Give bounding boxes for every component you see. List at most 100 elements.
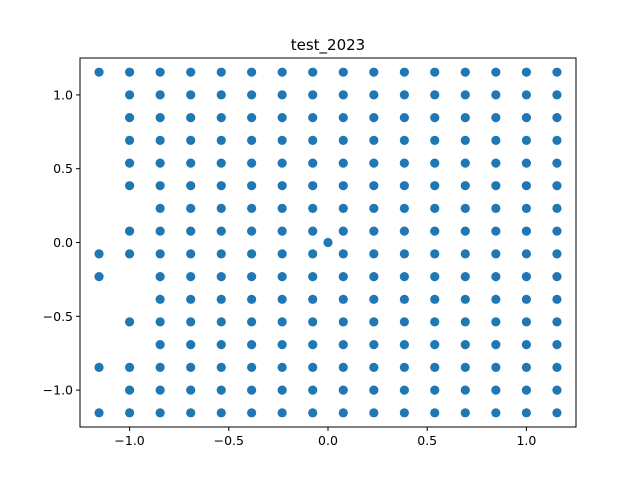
scatter-point (521, 362, 532, 372)
scatter-point (308, 90, 318, 100)
scatter-point (155, 385, 165, 395)
scatter-point (552, 272, 562, 282)
scatter-point (369, 408, 379, 418)
scatter-point (491, 181, 501, 191)
scatter-point (460, 340, 470, 350)
scatter-point (491, 317, 501, 327)
scatter-point (247, 67, 257, 77)
scatter-point (308, 67, 318, 77)
scatter-point (308, 294, 318, 304)
scatter-point (125, 181, 135, 191)
scatter-point (338, 67, 348, 77)
scatter-point (491, 249, 501, 259)
scatter-point (430, 317, 440, 327)
scatter-point (277, 158, 287, 168)
scatter-point (338, 249, 348, 259)
scatter-point (430, 362, 440, 372)
scatter-point (155, 408, 165, 418)
scatter-point (521, 181, 532, 191)
scatter-point (552, 294, 562, 304)
scatter-point (277, 113, 287, 123)
scatter-point (521, 158, 532, 168)
scatter-point (338, 90, 348, 100)
scatter-point (369, 67, 379, 77)
scatter-point (277, 135, 287, 145)
scatter-point (216, 203, 226, 213)
scatter-point (552, 67, 562, 77)
scatter-point (338, 294, 348, 304)
scatter-point (369, 135, 379, 145)
scatter-point (521, 294, 532, 304)
scatter-point (216, 135, 226, 145)
scatter-point (338, 113, 348, 123)
scatter-point (369, 226, 379, 236)
scatter-point (125, 67, 135, 77)
scatter-point (491, 408, 501, 418)
scatter-point (308, 385, 318, 395)
scatter-point (277, 203, 287, 213)
scatter-point (308, 203, 318, 213)
scatter-point (155, 362, 165, 372)
scatter-point (491, 385, 501, 395)
scatter-point (521, 90, 532, 100)
scatter-point (521, 385, 532, 395)
scatter-point (521, 272, 532, 282)
scatter-point (369, 294, 379, 304)
scatter-point (460, 317, 470, 327)
scatter-point (308, 113, 318, 123)
data-points (94, 67, 562, 418)
x-tick-label: −0.5 (214, 433, 244, 448)
scatter-point (552, 408, 562, 418)
scatter-point (186, 203, 196, 213)
scatter-point (338, 181, 348, 191)
scatter-point (460, 90, 470, 100)
scatter-point (216, 340, 226, 350)
scatter-point (125, 385, 135, 395)
scatter-point (552, 113, 562, 123)
scatter-point (399, 90, 409, 100)
scatter-point (277, 249, 287, 259)
scatter-point (552, 317, 562, 327)
scatter-point (369, 340, 379, 350)
scatter-point (277, 362, 287, 372)
scatter-point (186, 408, 196, 418)
scatter-point (155, 113, 165, 123)
scatter-point (125, 408, 135, 418)
scatter-point (216, 226, 226, 236)
scatter-point (430, 249, 440, 259)
scatter-point (399, 249, 409, 259)
scatter-point (186, 385, 196, 395)
scatter-point (247, 226, 257, 236)
scatter-point (155, 67, 165, 77)
x-tick-label: 1.0 (516, 433, 536, 448)
y-tick-label: −0.5 (43, 309, 73, 324)
scatter-point (552, 226, 562, 236)
scatter-point (521, 135, 532, 145)
scatter-point (521, 408, 532, 418)
scatter-point (94, 362, 104, 372)
scatter-point (491, 67, 501, 77)
scatter-point (186, 181, 196, 191)
scatter-point (491, 113, 501, 123)
scatter-point (186, 113, 196, 123)
scatter-point (460, 249, 470, 259)
scatter-point (247, 408, 257, 418)
scatter-point (247, 203, 257, 213)
scatter-point (216, 385, 226, 395)
scatter-point (552, 135, 562, 145)
scatter-point (430, 203, 440, 213)
scatter-point (399, 340, 409, 350)
scatter-point (125, 113, 135, 123)
scatter-point (125, 249, 135, 259)
scatter-point (186, 135, 196, 145)
scatter-point (521, 203, 532, 213)
scatter-point (125, 317, 135, 327)
scatter-point (277, 385, 287, 395)
scatter-point (521, 340, 532, 350)
scatter-point (552, 385, 562, 395)
scatter-point (308, 135, 318, 145)
scatter-point (338, 317, 348, 327)
scatter-point (308, 408, 318, 418)
